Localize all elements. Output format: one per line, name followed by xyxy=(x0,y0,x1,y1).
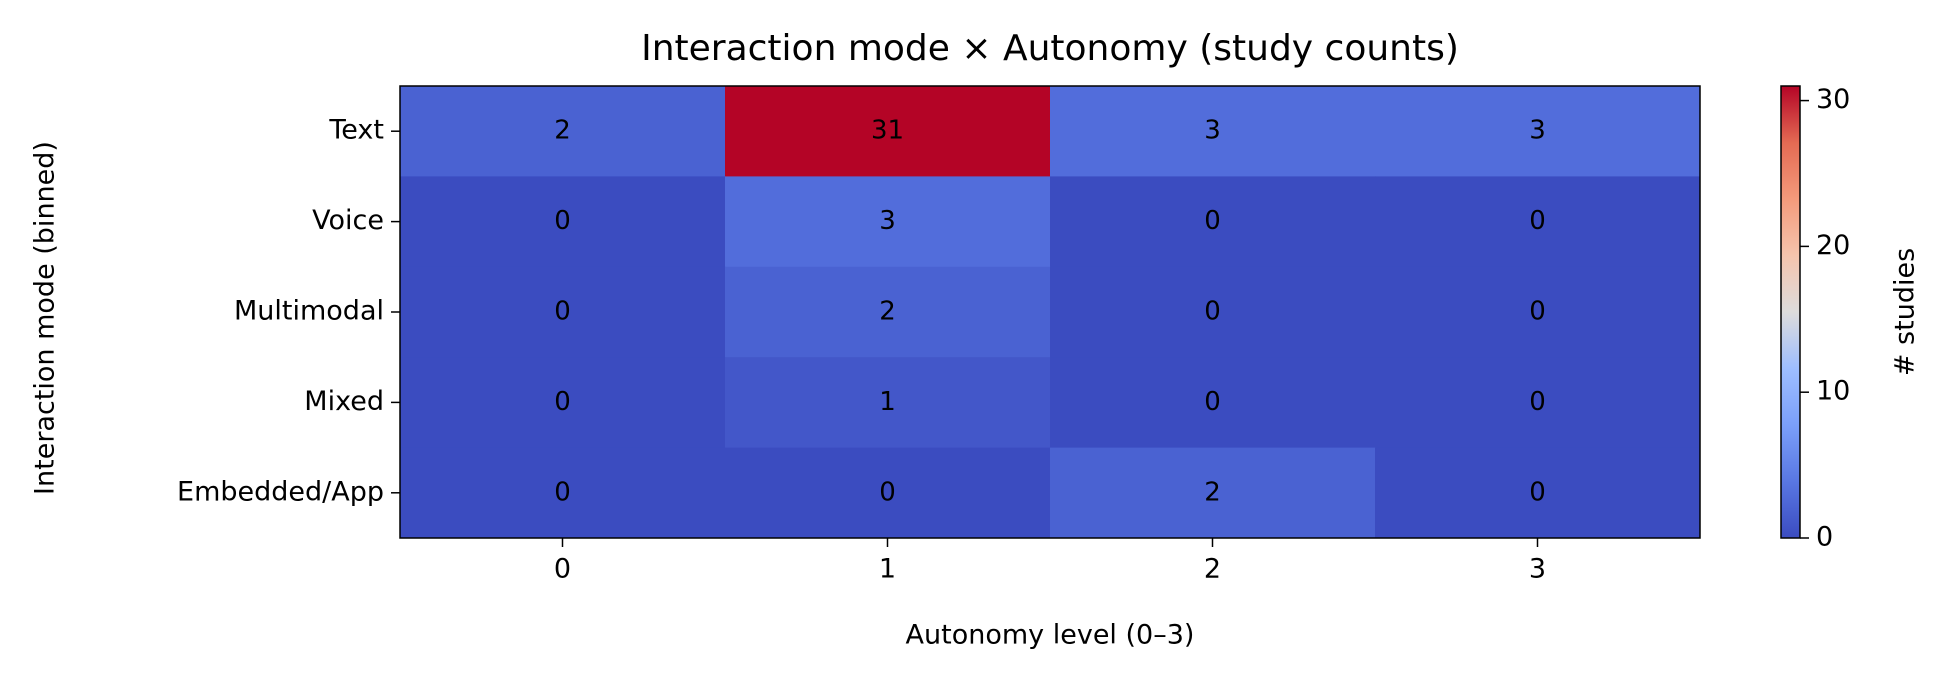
cell-label: 31 xyxy=(871,116,904,146)
cell-label: 0 xyxy=(554,477,571,507)
heatmap-cell xyxy=(1375,86,1701,177)
heatmap-cell xyxy=(400,447,726,539)
heatmap-cell xyxy=(1375,266,1701,358)
cell-label: 0 xyxy=(1204,206,1221,236)
y-tick-label: Voice xyxy=(312,205,384,236)
heatmap-cell xyxy=(1050,447,1376,539)
y-tick-label: Embedded/App xyxy=(177,476,384,507)
cell-label: 3 xyxy=(1529,116,1546,146)
cell-label: 0 xyxy=(1529,477,1546,507)
x-axis-label: Autonomy level (0–3) xyxy=(906,620,1195,651)
heatmap-cell xyxy=(725,266,1051,358)
y-axis-label: Interaction mode (binned) xyxy=(30,141,61,495)
y-tick-label: Text xyxy=(328,115,384,146)
colorbar xyxy=(1780,85,1801,539)
cell-label: 0 xyxy=(1204,387,1221,417)
colorbar-tick-label: 10 xyxy=(1816,376,1850,407)
cell-label: 0 xyxy=(1529,297,1546,327)
heatmap-cell xyxy=(1375,357,1701,449)
heatmap xyxy=(400,86,1701,539)
x-tick-label: 1 xyxy=(879,554,896,585)
colorbar-tick-label: 20 xyxy=(1816,230,1850,261)
heatmap-cell xyxy=(400,86,726,177)
heatmap-cell xyxy=(725,86,1051,177)
cell-label: 3 xyxy=(1204,116,1221,146)
cell-label: 0 xyxy=(1529,206,1546,236)
cell-label: 2 xyxy=(1204,477,1221,507)
cell-label: 0 xyxy=(879,477,896,507)
y-tick-label: Multimodal xyxy=(234,296,384,327)
heatmap-cell xyxy=(1050,176,1376,268)
heatmap-cell xyxy=(1050,86,1376,177)
cell-label: 2 xyxy=(879,297,896,327)
cell-label: 0 xyxy=(1529,387,1546,417)
cell-label: 0 xyxy=(554,387,571,417)
heatmap-cell xyxy=(1375,447,1701,539)
colorbar-label: # studies xyxy=(1890,248,1921,376)
x-tick-label: 3 xyxy=(1529,554,1546,585)
heatmap-cell xyxy=(1375,176,1701,268)
heatmap-cell xyxy=(725,357,1051,449)
heatmap-cell xyxy=(1050,266,1376,358)
cell-label: 0 xyxy=(1204,297,1221,327)
heatmap-cell xyxy=(400,266,726,358)
chart-title: Interaction mode × Autonomy (study count… xyxy=(641,28,1459,69)
x-tick-label: 2 xyxy=(1204,554,1221,585)
heatmap-cell xyxy=(1050,357,1376,449)
cell-label: 0 xyxy=(554,206,571,236)
colorbar-tick-label: 30 xyxy=(1816,84,1850,115)
heatmap-cell xyxy=(725,447,1051,539)
cell-label: 0 xyxy=(554,297,571,327)
heatmap-cell xyxy=(400,357,726,449)
colorbar-tick-label: 0 xyxy=(1816,522,1833,553)
x-tick-label: 0 xyxy=(554,554,571,585)
y-tick-label: Mixed xyxy=(304,386,384,417)
heatmap-cell xyxy=(400,176,726,268)
cell-label: 2 xyxy=(554,116,571,146)
heatmap-cell xyxy=(725,176,1051,268)
cell-label: 1 xyxy=(879,387,896,417)
cell-label: 3 xyxy=(879,206,896,236)
